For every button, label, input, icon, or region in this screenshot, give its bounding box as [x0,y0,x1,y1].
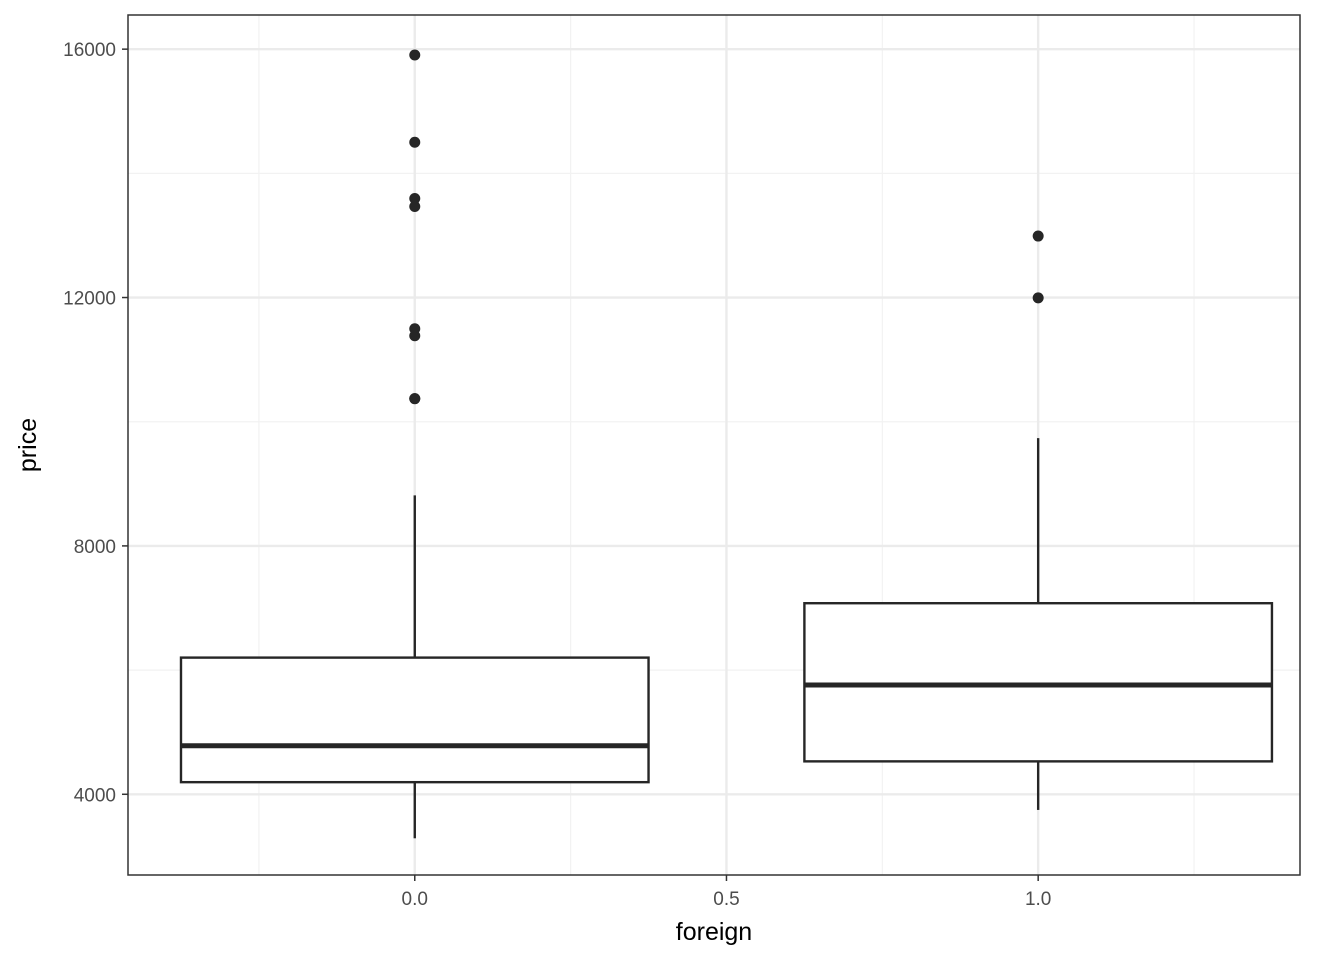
outlier-point [409,193,421,205]
x-tick-label: 0.0 [402,889,428,910]
y-axis-title: price [14,418,42,472]
iqr-box [179,656,650,784]
outlier-point [409,200,421,212]
outlier-point [409,136,421,148]
y-tick-label: 12000 [63,289,116,310]
outlier-point [1032,292,1044,304]
box-group-0 [179,495,650,839]
panel-border [127,14,1301,876]
iqr-box [803,602,1274,763]
y-tick-label: 4000 [74,785,116,806]
x-axis-ticks: 0.0 0.5 1.0 [402,875,1051,910]
y-tick-label: 16000 [63,40,116,61]
boxplot-boxes [179,438,1274,839]
outlier-point [1032,230,1044,242]
outlier-points [409,49,1044,405]
outlier-point [409,393,421,405]
y-axis-ticks: 4000 8000 12000 16000 [63,40,128,806]
x-axis-title: foreign [676,918,752,946]
outlier-point [409,49,421,61]
x-tick-label: 0.5 [713,889,739,910]
y-tick-label: 8000 [74,537,116,558]
box-group-1 [803,438,1274,810]
x-tick-label: 1.0 [1025,889,1051,910]
outlier-point [409,323,421,335]
